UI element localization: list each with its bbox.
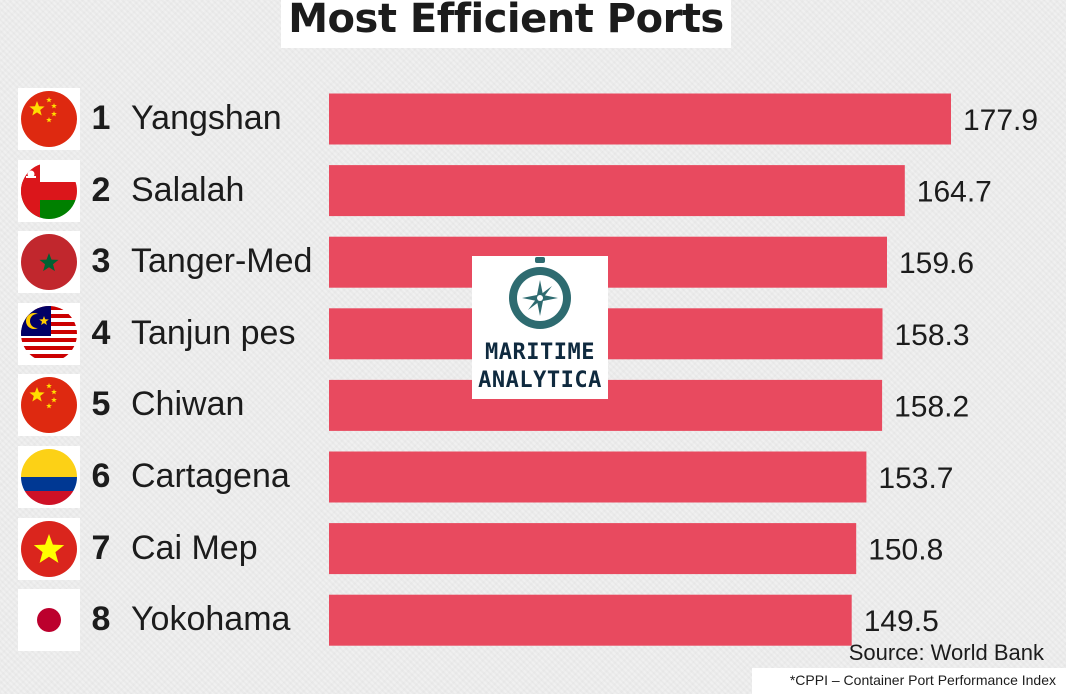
rank-number: 2 bbox=[91, 170, 111, 209]
logo-text-line1: MARITIME bbox=[485, 340, 595, 365]
bar-value-label: 164.7 bbox=[917, 176, 992, 209]
bar-value-label: 153.7 bbox=[878, 462, 953, 495]
rank-number: 3 bbox=[91, 242, 111, 281]
source-note: Source: World Bank bbox=[848, 640, 1044, 665]
rank-number: 7 bbox=[91, 528, 111, 567]
rank-number: 5 bbox=[91, 385, 111, 424]
footnote: *CPPI – Container Port Performance Index bbox=[789, 672, 1056, 688]
bar-value-label: 158.3 bbox=[895, 319, 970, 352]
footnote-box: *CPPI – Container Port Performance Index bbox=[752, 668, 1066, 694]
china-flag-icon bbox=[18, 374, 80, 437]
rank-number: 6 bbox=[91, 457, 111, 495]
rank-number: 8 bbox=[91, 600, 111, 639]
morocco-flag-icon bbox=[18, 231, 80, 294]
japan-flag-icon bbox=[18, 589, 80, 652]
compass-icon bbox=[509, 257, 571, 329]
vietnam-flag-icon bbox=[18, 517, 80, 580]
bar-yangshan bbox=[329, 93, 951, 145]
china-flag-icon bbox=[18, 88, 80, 150]
logo-text-line2: ANALYTICA bbox=[478, 368, 602, 393]
port-name-label: Tanger-Med bbox=[131, 242, 313, 281]
bar-salalah bbox=[329, 165, 905, 217]
oman-flag-icon bbox=[18, 159, 80, 222]
bar-cai-mep bbox=[329, 523, 857, 575]
bar-value-label: 159.6 bbox=[899, 247, 974, 280]
bar-value-label: 158.2 bbox=[894, 390, 969, 423]
bar-value-label: 150.8 bbox=[868, 534, 943, 567]
port-name-label: Yokohama bbox=[131, 600, 291, 639]
chart-title: Most Efficient Ports bbox=[288, 0, 724, 42]
colombia-flag-icon bbox=[18, 446, 80, 508]
malaysia-flag-icon bbox=[18, 302, 80, 365]
bar-value-label: 177.9 bbox=[963, 104, 1038, 137]
port-name-label: Chiwan bbox=[131, 385, 245, 424]
port-name-label: Salalah bbox=[131, 170, 245, 209]
port-name-label: Cartagena bbox=[131, 457, 290, 495]
rank-number: 4 bbox=[91, 313, 111, 352]
rank-number: 1 bbox=[91, 99, 111, 137]
bar-value-label: 149.5 bbox=[864, 605, 939, 638]
port-name-label: Yangshan bbox=[131, 99, 282, 137]
port-name-label: Tanjun pes bbox=[131, 313, 296, 352]
bar-yokohama bbox=[329, 594, 852, 646]
maritime-analytica-logo: MARITIME ANALYTICA bbox=[472, 256, 608, 399]
bar-tanger-med bbox=[329, 236, 887, 288]
port-name-label: Cai Mep bbox=[131, 528, 258, 567]
bar-cartagena bbox=[329, 451, 867, 503]
title-box: Most Efficient Ports bbox=[281, 0, 731, 48]
